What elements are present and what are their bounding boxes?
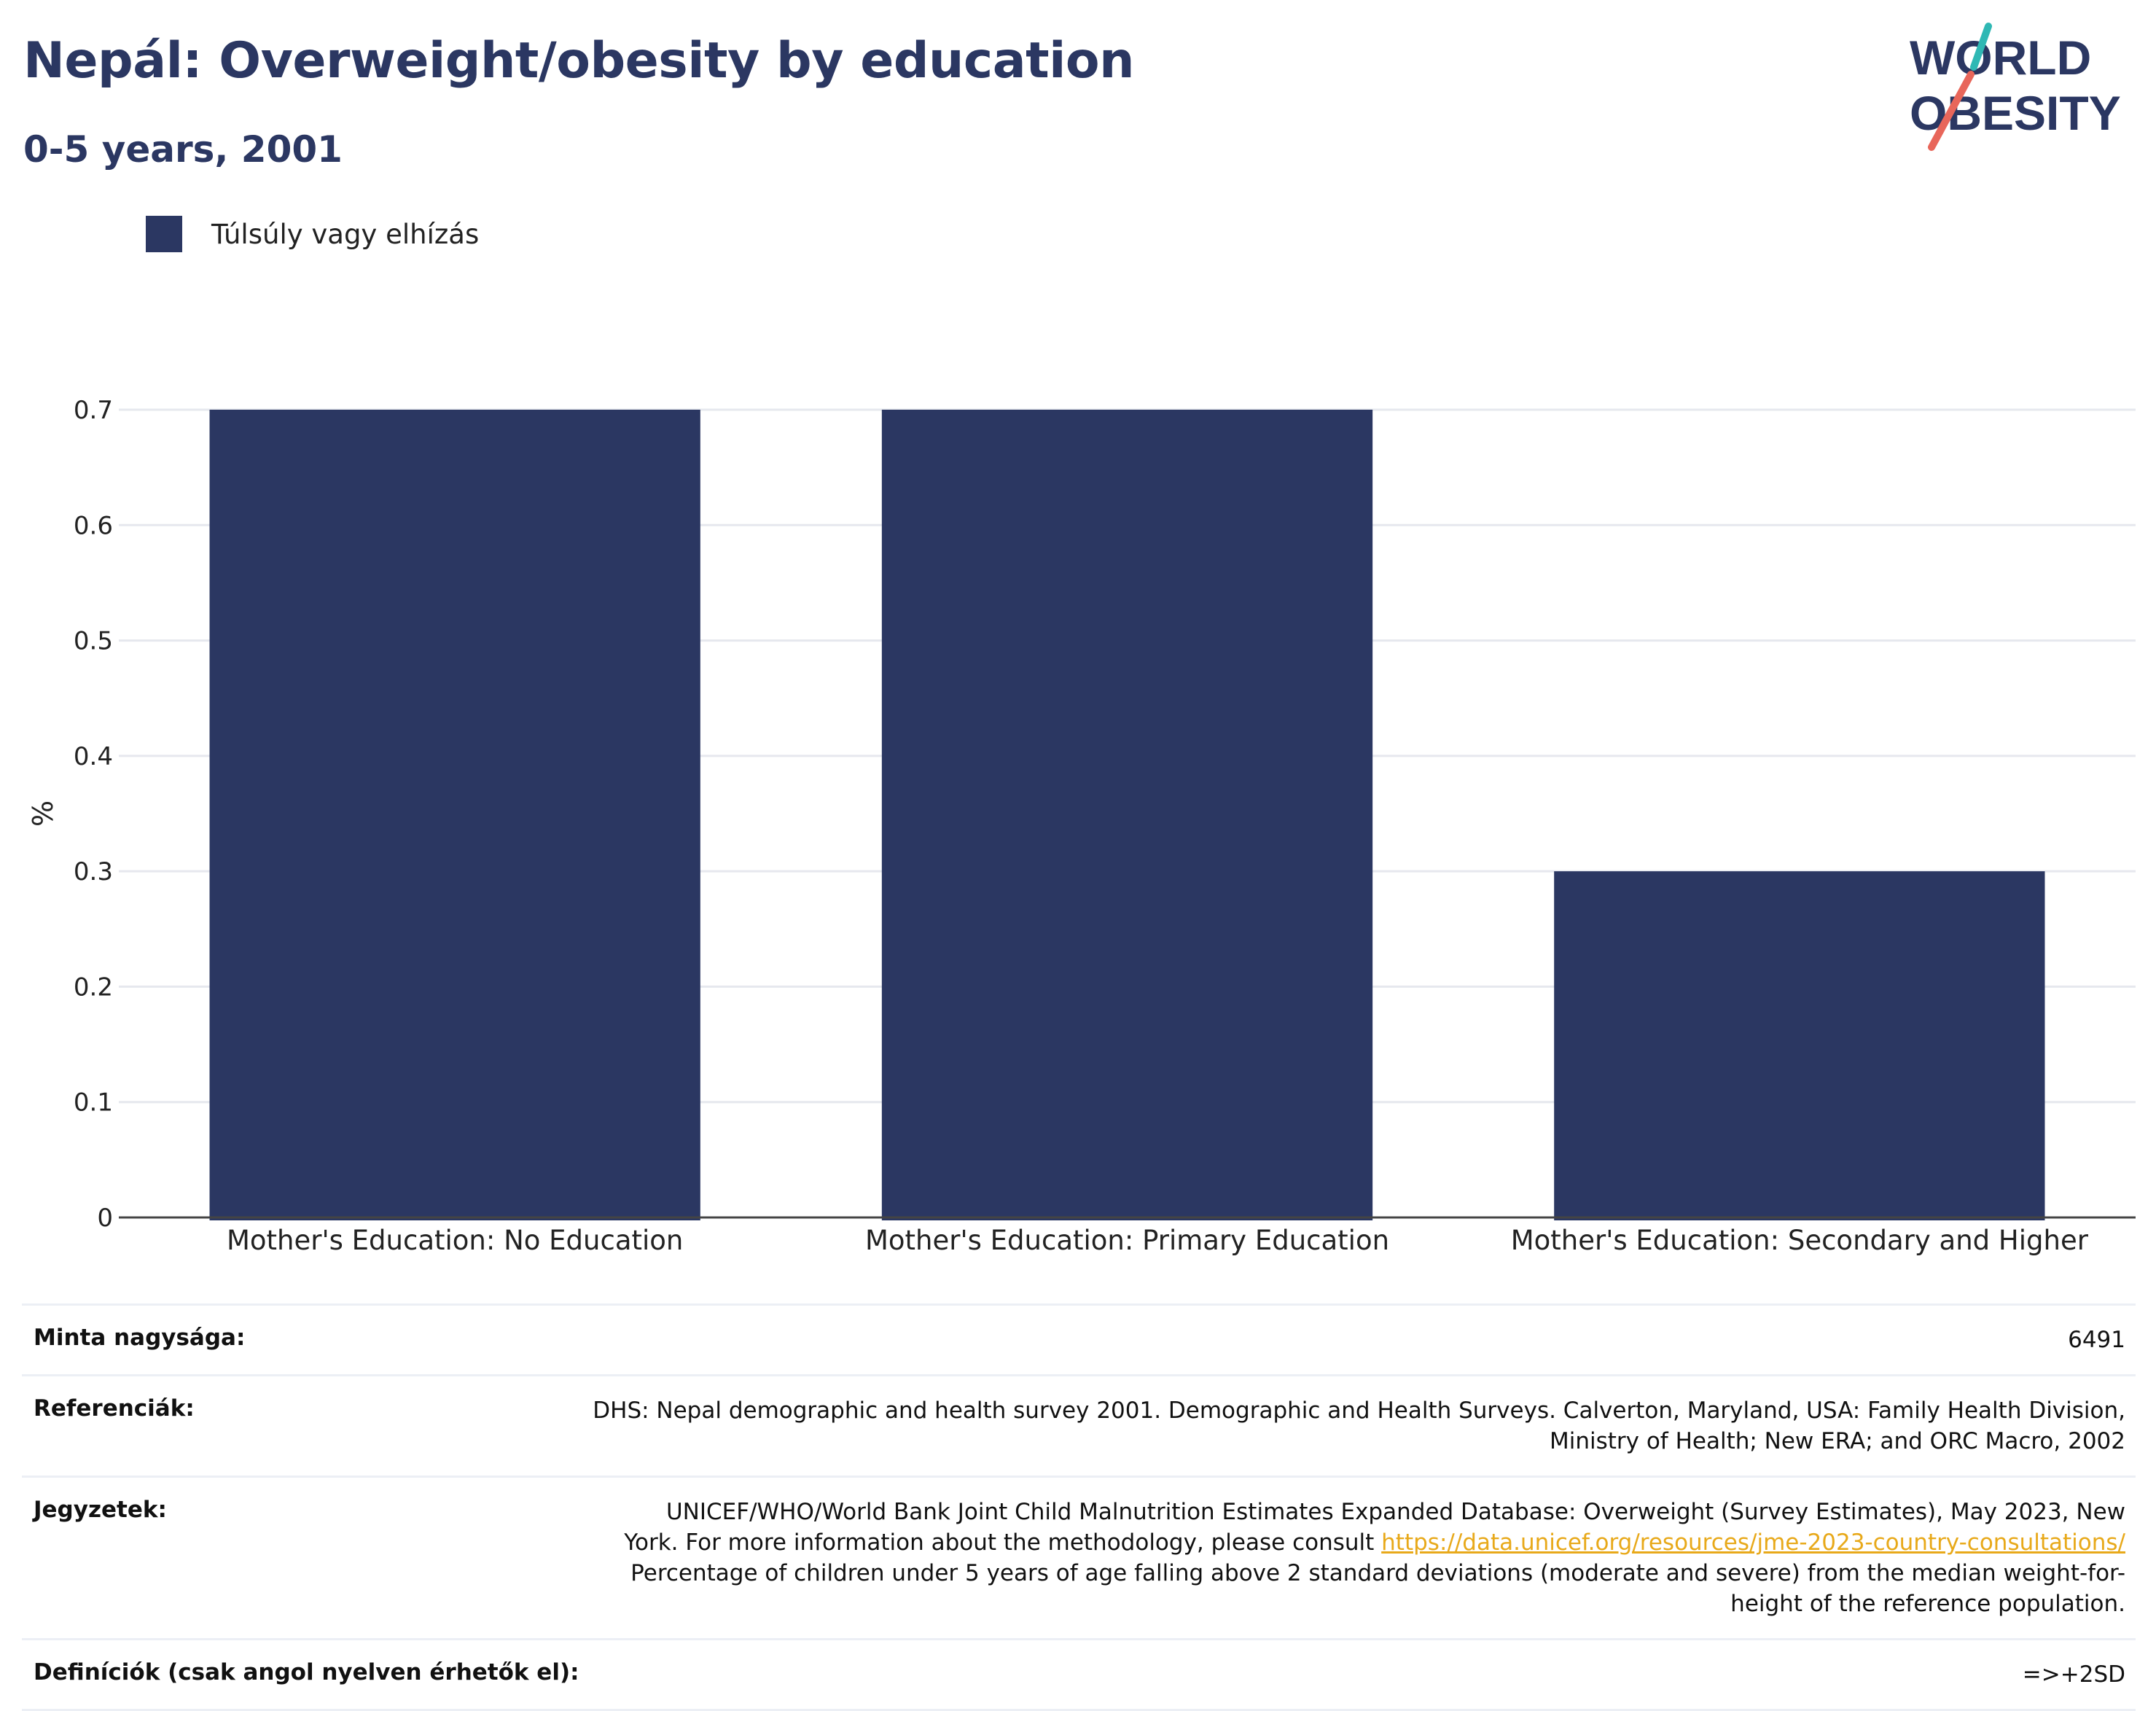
info-row-references: Referenciák: DHS: Nepal demographic and … [22,1374,2136,1476]
notes-line-3: Percentage of children under 5 years of … [630,1560,2125,1586]
x-tick-label-1: Mother's Education: Primary Education [865,1225,1389,1256]
x-tick-label-0: Mother's Education: No Education [227,1225,683,1256]
y-tick-label-4: 0.4 [74,742,113,771]
info-table: Minta nagysága: 6491 Referenciák: DHS: N… [22,1303,2136,1711]
logo-slash-teal [1970,23,1992,71]
legend: Túlsúly vagy elhízás [146,216,479,252]
page-title: Nepál: Overweight/obesity by education [23,32,1135,90]
references-value: DHS: Nepal demographic and health survey… [593,1395,2125,1457]
y-axis-title: % [27,800,59,827]
logo-word-world: WORLD [1910,31,2091,85]
notes-value: UNICEF/WHO/World Bank Joint Child Malnut… [624,1497,2125,1619]
notes-line-4: height of the reference population. [1730,1591,2125,1617]
logo-slash-red [1928,71,1975,151]
bar-chart: 0 0.1 0.2 0.3 0.4 0.5 0.6 0.7 Mother's Education… [27,396,2136,1256]
notes-line-2: York. For more information about the met… [624,1529,1382,1556]
references-line-2: Ministry of Health; New ERA; and ORC Mac… [1549,1428,2125,1454]
y-tick-label-1: 0.1 [74,1088,113,1118]
info-row-notes: Jegyzetek: UNICEF/WHO/World Bank Joint C… [22,1476,2136,1638]
page-subtitle: 0-5 years, 2001 [23,128,343,171]
y-tick-label-5: 0.5 [74,627,113,656]
references-label: Referenciák: [34,1395,195,1422]
y-tick-label-6: 0.6 [74,511,113,540]
bar-1[interactable] [881,410,1373,1220]
sample-size-label: Minta nagysága: [34,1325,246,1351]
bar-0[interactable] [209,410,700,1220]
x-tick-label-2: Mother's Education: Secondary and Higher [1511,1225,2089,1256]
legend-swatch[interactable] [146,216,182,252]
y-tick-label-0: 0 [97,1204,113,1233]
y-tick-label-3: 0.3 [74,857,113,886]
notes-label: Jegyzetek: [34,1497,167,1523]
logo-word-obesity: OBESITY [1910,86,2121,140]
bar-2[interactable] [1554,871,2045,1220]
definitions-value: =>+2SD [2022,1661,2125,1688]
definitions-label: Definíciók (csak angol nyelven érhetők e… [34,1659,579,1685]
info-row-sample: Minta nagysága: 6491 [22,1303,2136,1374]
legend-label[interactable]: Túlsúly vagy elhízás [211,218,480,250]
world-obesity-logo: WORLD OBESITY [1910,23,2121,151]
info-row-definitions: Definíciók (csak angol nyelven érhetők e… [22,1638,2136,1711]
notes-line-1: UNICEF/WHO/World Bank Joint Child Malnut… [665,1499,2125,1525]
methodology-link[interactable]: https://data.unicef.org/resources/jme-20… [1381,1529,2125,1556]
references-line-1: DHS: Nepal demographic and health survey… [593,1398,2125,1424]
sample-size-value: 6491 [2068,1327,2125,1353]
y-tick-label-7: 0.7 [74,396,113,425]
y-tick-label-2: 0.2 [74,973,113,1002]
